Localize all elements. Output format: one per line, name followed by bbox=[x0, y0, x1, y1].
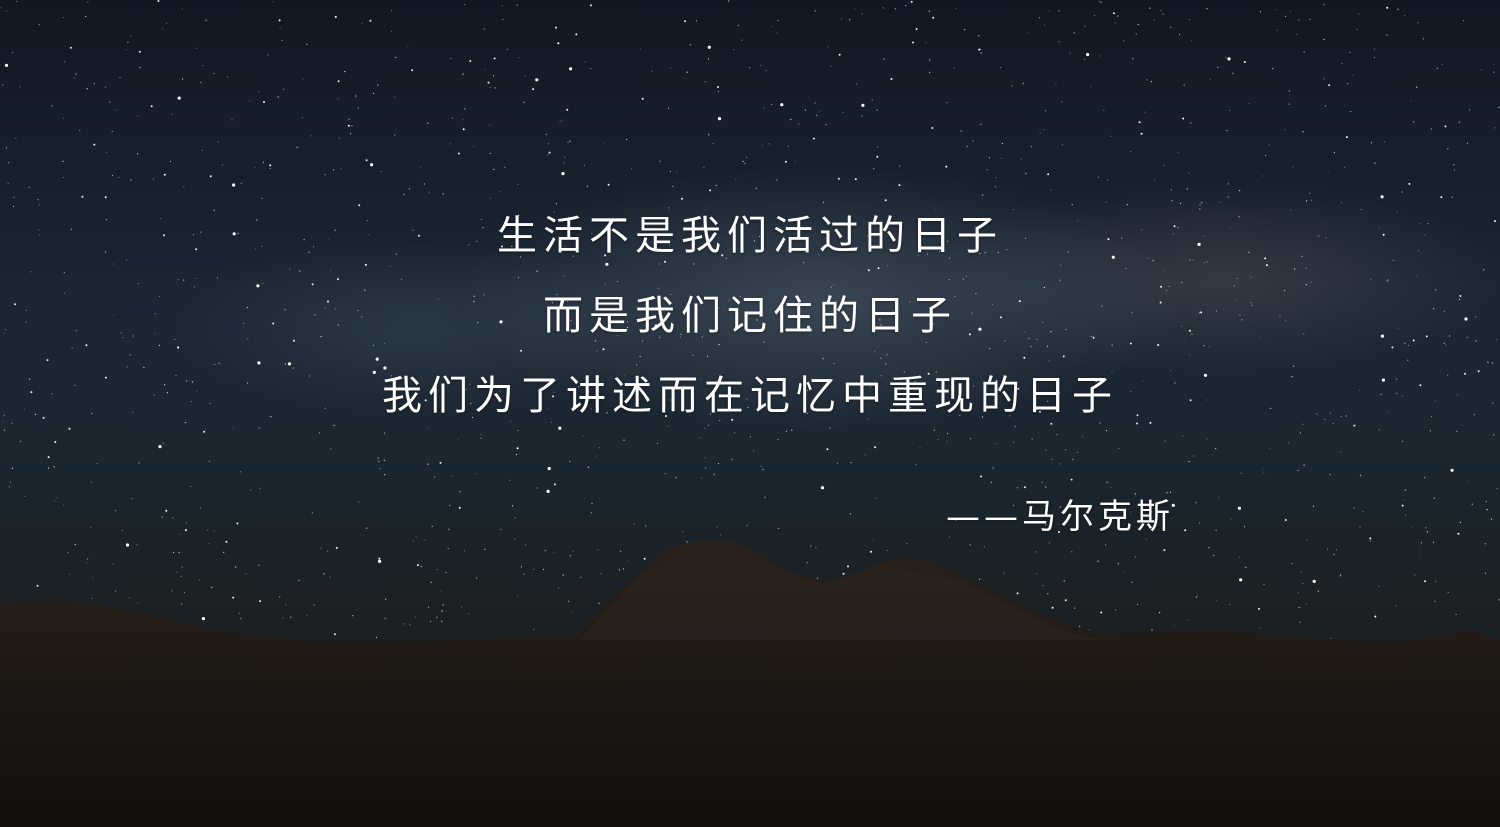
quote-line-2: 而是我们记住的日子 bbox=[543, 293, 957, 339]
quote-attribution: ——马尔克斯 bbox=[946, 497, 1174, 537]
quote-line-1: 生活不是我们活过的日子 bbox=[497, 213, 1003, 259]
quote-line-3: 我们为了讲述而在记忆中重现的日子 bbox=[382, 373, 1118, 419]
quote-block: 生活不是我们活过的日子 而是我们记住的日子 我们为了讲述而在记忆中重现的日子 bbox=[0, 196, 1500, 436]
